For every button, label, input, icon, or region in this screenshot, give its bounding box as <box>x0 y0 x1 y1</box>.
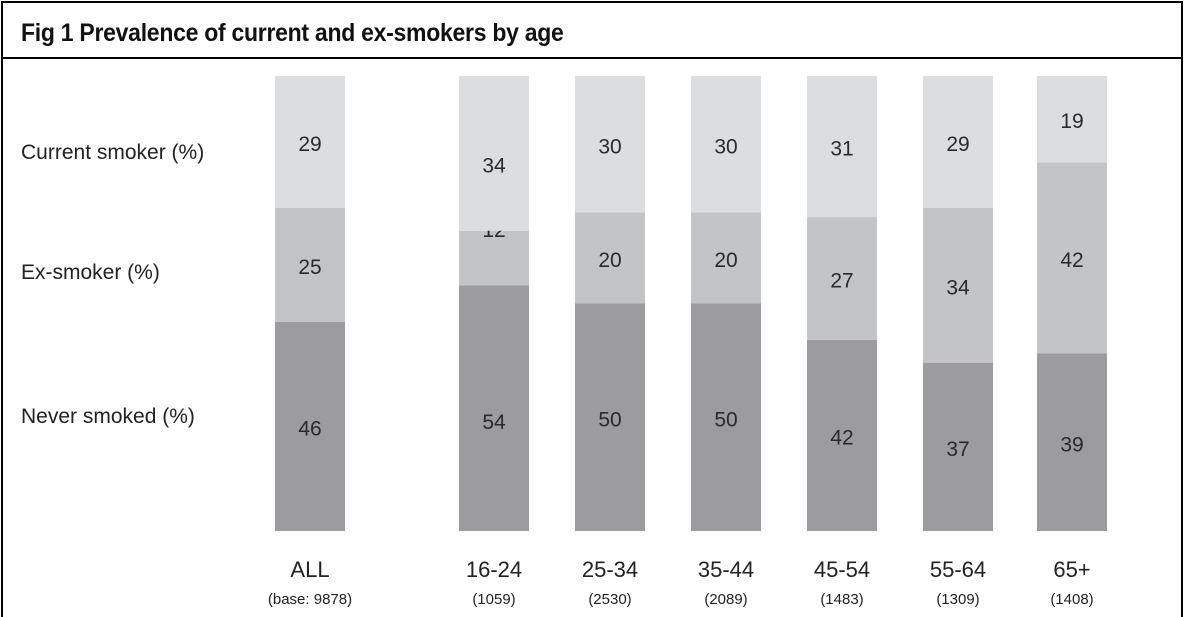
category-label: 16-24 <box>466 557 522 582</box>
base-label: (2089) <box>704 591 747 608</box>
data-label: 39 <box>1060 433 1083 456</box>
data-label: 30 <box>598 135 621 158</box>
data-label: 19 <box>1060 110 1083 133</box>
data-label: 50 <box>714 408 737 431</box>
bar-segment-ex-smoker <box>691 212 761 304</box>
bar-segment-never-smoked <box>923 362 993 531</box>
bar-segment-ex-smoker <box>1037 162 1107 354</box>
data-label: 54 <box>482 411 506 434</box>
data-label: 25 <box>298 256 321 279</box>
data-label: 31 <box>830 138 853 161</box>
bar-segment-ex-smoker <box>275 207 345 322</box>
base-label: (base: 9878) <box>268 591 352 608</box>
category-label: 55-64 <box>930 557 986 582</box>
base-label: (1309) <box>936 591 979 608</box>
data-label: 29 <box>946 133 969 156</box>
category-label: 35-44 <box>698 557 754 582</box>
left-border <box>1 57 3 617</box>
right-border <box>1181 57 1183 617</box>
category-label: 25-34 <box>582 557 638 582</box>
legend-label: Current smoker (%) <box>21 141 204 164</box>
bar-segment-ex-smoker <box>459 230 529 286</box>
base-label: (1059) <box>472 591 515 608</box>
base-label: (1408) <box>1050 591 1093 608</box>
category-label: 45-54 <box>814 557 870 582</box>
bar-segment-current-smoker <box>923 76 993 208</box>
data-label: 34 <box>946 276 970 299</box>
bar-segment-current-smoker <box>459 76 529 231</box>
legend-label: Never smoked (%) <box>21 405 195 428</box>
bar-segment-current-smoker <box>691 76 761 213</box>
data-label: 42 <box>1060 249 1083 272</box>
bar-segment-never-smoked <box>459 285 529 531</box>
bar-segment-ex-smoker <box>575 212 645 304</box>
data-label: 50 <box>598 408 621 431</box>
base-label: (1483) <box>820 591 863 608</box>
bar-segment-ex-smoker <box>807 217 877 340</box>
bar-segment-never-smoked <box>275 321 345 531</box>
bar-segment-never-smoked <box>807 339 877 531</box>
data-label: 46 <box>298 417 321 440</box>
legend-label: Ex-smoker (%) <box>21 261 160 284</box>
bar-segment-never-smoked <box>691 303 761 531</box>
bar-segment-current-smoker <box>807 76 877 218</box>
bar-segment-ex-smoker <box>923 207 993 363</box>
title-box: Fig 1 Prevalence of current and ex-smoke… <box>1 1 1183 57</box>
title-underline <box>1 57 1183 59</box>
bar-segment-never-smoked <box>1037 353 1107 531</box>
data-label: 20 <box>714 249 737 272</box>
category-label: 65+ <box>1053 557 1090 582</box>
bar-segment-never-smoked <box>575 303 645 531</box>
data-label: 29 <box>298 133 321 156</box>
data-label: 34 <box>482 154 506 177</box>
data-label: 20 <box>598 249 621 272</box>
bar-segment-current-smoker <box>275 76 345 208</box>
base-label: (2530) <box>588 591 631 608</box>
data-label: 37 <box>946 438 969 461</box>
bar-segment-current-smoker <box>1037 76 1107 163</box>
category-label: ALL <box>290 557 329 582</box>
bar-segment-current-smoker <box>575 76 645 213</box>
data-label: 30 <box>714 135 737 158</box>
data-label: 27 <box>830 269 853 292</box>
data-label: 42 <box>830 426 853 449</box>
chart-title: Fig 1 Prevalence of current and ex-smoke… <box>21 19 564 47</box>
